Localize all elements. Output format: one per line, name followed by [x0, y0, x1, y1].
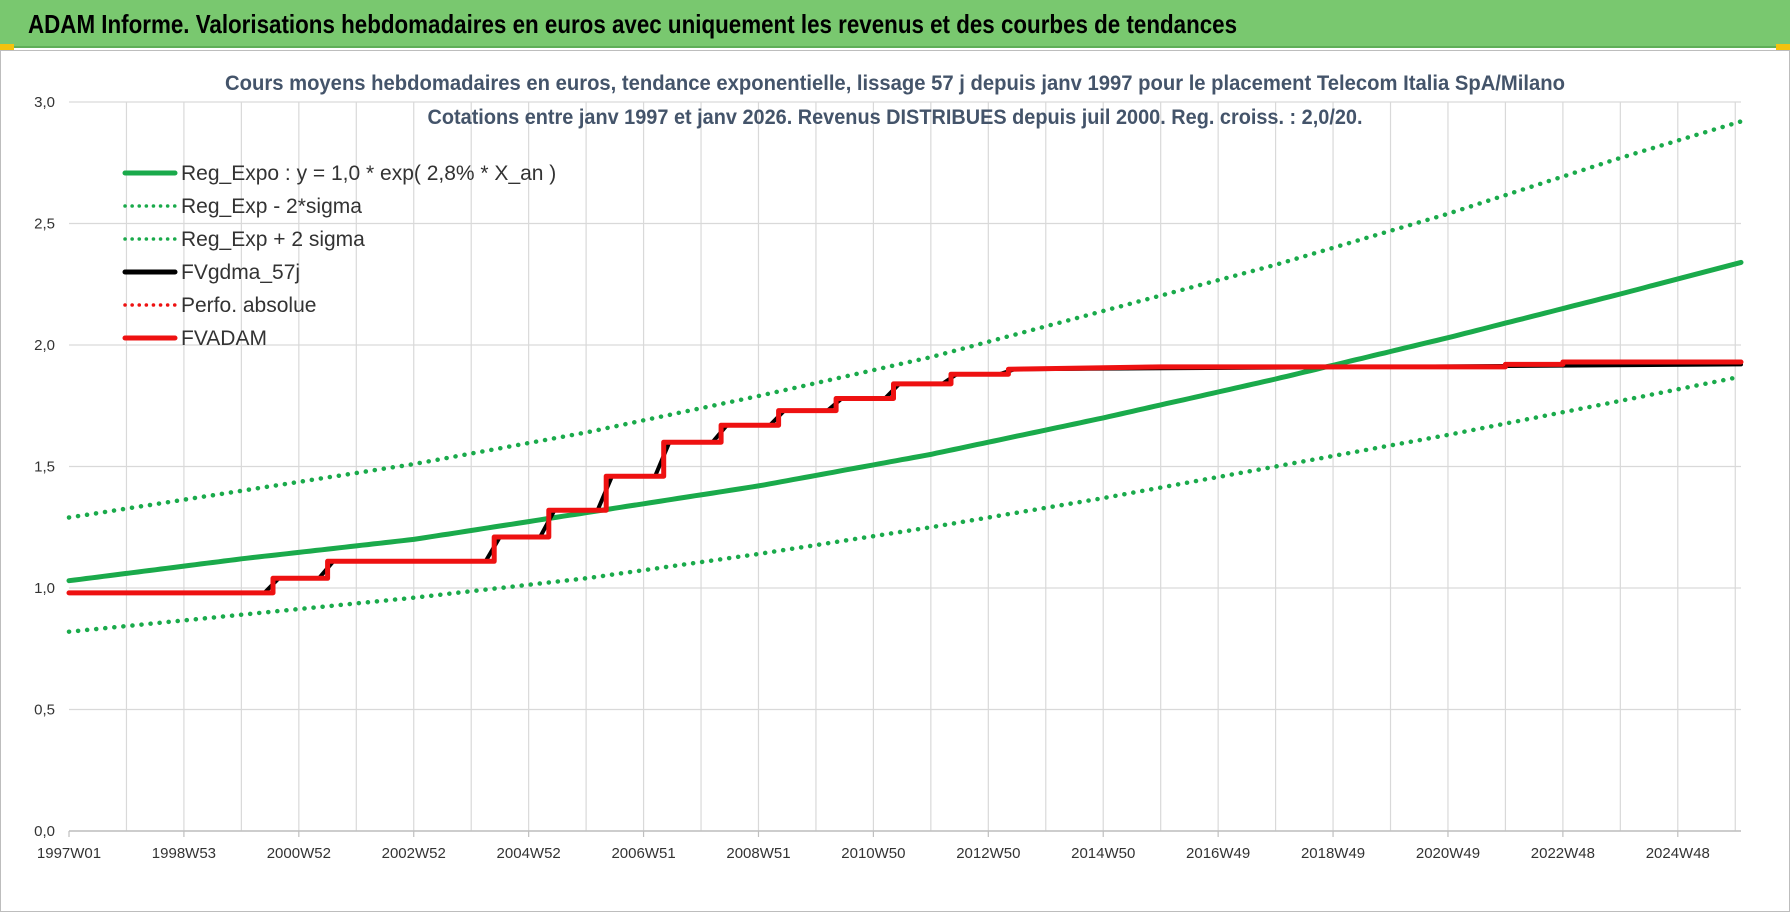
x-tick-label: 2010W50 — [841, 845, 905, 862]
y-tick-label: 2,5 — [34, 216, 55, 233]
corner-marker-top-right — [1776, 44, 1790, 50]
chart-title: Cours moyens hebdomadaires en euros, ten… — [225, 72, 1565, 129]
y-tick-label: 0,0 — [34, 823, 55, 840]
chart-title-line: Cotations entre janv 1997 et janv 2026. … — [428, 106, 1363, 129]
x-tick-label: 2002W52 — [382, 845, 446, 862]
legend-label: Perfo. absolue — [181, 294, 316, 317]
header-bar: ADAM Informe. Valorisations hebdomadaire… — [0, 0, 1790, 48]
x-tick-label: 2024W48 — [1646, 845, 1710, 862]
x-tick-label: 2018W49 — [1301, 845, 1365, 862]
x-tick-label: 2022W48 — [1531, 845, 1595, 862]
corner-marker-top-left — [0, 44, 14, 50]
chart-frame: 0,0 0,5 1,0 1,5 2,0 2,5 3,0 1997W01 1998W53 2000W… — [0, 50, 1790, 912]
x-tick-label: 2008W51 — [726, 845, 790, 862]
axes: 0,0 0,5 1,0 1,5 2,0 2,5 3,0 1997W01 1998W53 2000W… — [34, 94, 1741, 862]
legend-label: FVADAM — [181, 327, 267, 350]
chart-area: 0,0 0,5 1,0 1,5 2,0 2,5 3,0 1997W01 1998W53 2000W… — [34, 72, 1744, 862]
chart-title-line: Cours moyens hebdomadaires en euros, ten… — [225, 72, 1565, 95]
series-line-reg-exp-2-sigma — [66, 119, 1744, 520]
series-group — [66, 119, 1744, 634]
page-title: ADAM Informe. Valorisations hebdomadaire… — [28, 9, 1238, 39]
y-tick-label: 1,5 — [34, 459, 55, 476]
x-tick-label: 1998W53 — [152, 845, 216, 862]
x-tick-label: 2006W51 — [611, 845, 675, 862]
x-tick-label: 2020W49 — [1416, 845, 1480, 862]
x-tick-label: 1997W01 — [37, 845, 101, 862]
legend-label: Reg_Expo : y = 1,0 * exp( 2,8% * X_an ) — [181, 162, 556, 185]
legend-label: Reg_Exp - 2*sigma — [181, 195, 362, 218]
x-tick-label: 2012W50 — [956, 845, 1020, 862]
y-tick-label: 2,0 — [34, 337, 55, 354]
legend-label: FVgdma_57j — [181, 261, 300, 284]
y-tick-label: 3,0 — [34, 94, 55, 111]
x-tick-label: 2004W52 — [497, 845, 561, 862]
x-tick-label: 2016W49 — [1186, 845, 1250, 862]
x-tick-label: 2000W52 — [267, 845, 331, 862]
legend-label: Reg_Exp + 2 sigma — [181, 228, 365, 251]
grid-lines — [69, 101, 1741, 832]
x-tick-label: 2014W50 — [1071, 845, 1135, 862]
y-tick-label: 0,5 — [34, 702, 55, 719]
series-line-reg-exp-2-sigma — [66, 374, 1744, 634]
y-tick-label: 1,0 — [34, 580, 55, 597]
legend: Reg_Expo : y = 1,0 * exp( 2,8% * X_an ) R… — [122, 162, 556, 350]
series-line-fvadam — [66, 359, 1744, 596]
series-line-reg-expo — [66, 259, 1744, 584]
